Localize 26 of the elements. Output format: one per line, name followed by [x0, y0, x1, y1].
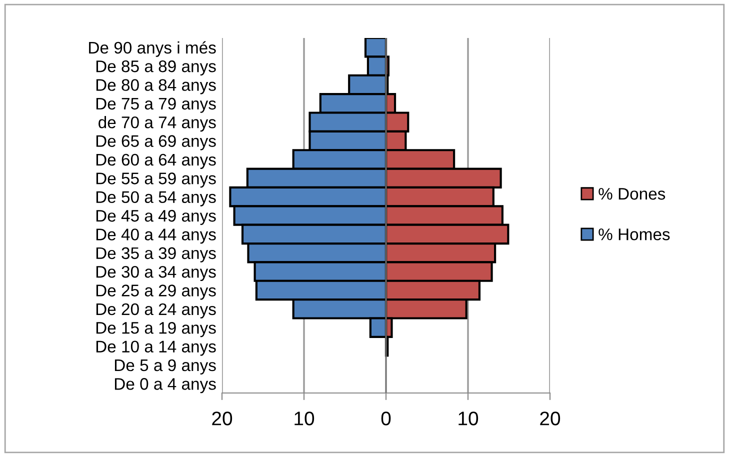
y-tick-label: De 15 a 19 anys	[96, 322, 216, 338]
y-tick-label: De 85 a 89 anys	[96, 60, 216, 76]
y-tick-label: De 20 a 24 anys	[96, 303, 216, 318]
y-tick-label: De 0 a 4 anys	[114, 378, 216, 394]
y-tick-label: De 40 a 44 anys	[96, 228, 216, 244]
x-tick-label: 10	[458, 412, 478, 426]
y-tick-label: De 65 a 69 anys	[96, 135, 216, 150]
y-tick-label: De 45 a 49 anys	[96, 210, 216, 225]
x-tick-label: 0	[381, 412, 391, 426]
legend-label: % Homes	[598, 228, 670, 240]
y-tick-label: De 75 a 79 anys	[96, 98, 216, 113]
x-tick-label: 20	[540, 412, 560, 426]
x-tick-label: 20	[212, 412, 232, 426]
y-tick-label: De 55 a 59 anys	[96, 172, 216, 188]
y-tick-label: De 60 a 64 anys	[96, 154, 216, 169]
x-tick-label: 10	[294, 412, 314, 426]
y-tick-label: De 30 a 34 anys	[96, 266, 216, 282]
legend-label: % Dones	[598, 188, 666, 200]
y-tick-label: De 5 a 9 anys	[114, 359, 216, 374]
y-tick-label: De 10 a 14 anys	[96, 340, 216, 356]
y-tick-label: De 25 a 29 anys	[96, 284, 216, 300]
y-tick-label: De 80 a 84 anys	[96, 79, 216, 94]
y-tick-label: De 35 a 39 anys	[96, 247, 216, 262]
y-tick-label: De 50 a 54 anys	[96, 191, 216, 206]
y-tick-label: de 70 a 74 anys	[98, 116, 216, 132]
y-tick-label: De 90 anys i més	[89, 41, 216, 57]
